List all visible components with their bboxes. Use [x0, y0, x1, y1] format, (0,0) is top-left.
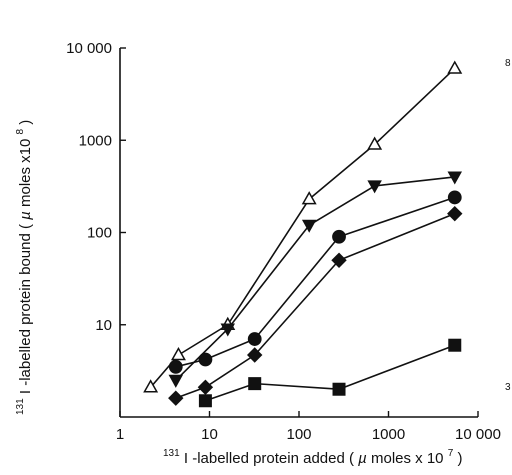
labels-layer: 131 I -labelled protein added ( µ moles … — [10, 58, 511, 467]
series-5 — [198, 338, 462, 408]
filled-square-marker — [248, 377, 262, 391]
x-axis-title-mu: µ — [358, 450, 367, 467]
filled-diamond-marker — [197, 379, 214, 395]
filled-triangle-down-marker — [367, 180, 382, 194]
filled-diamond-marker — [247, 347, 263, 363]
y-axis-title: 131 I -labelled protein bound ( µ moles … — [10, 120, 34, 415]
x-axis-title-close: ) — [457, 450, 462, 467]
filled-square-marker — [448, 338, 462, 352]
series-line — [204, 344, 456, 402]
y-axis-title-unit: moles x10 — [17, 139, 34, 207]
series-3 — [168, 190, 462, 374]
x-tick-label: 1 — [116, 426, 124, 443]
filled-triangle-down-marker — [220, 323, 236, 337]
open-triangle-marker — [367, 136, 383, 150]
filled-circle-marker — [247, 332, 262, 346]
filled-diamond-marker — [331, 252, 347, 268]
x-tick-label: 1000 — [372, 426, 405, 443]
series-4 — [168, 205, 463, 406]
open-triangle-marker — [143, 379, 159, 393]
y-axis-title-close: ) — [17, 120, 34, 125]
filled-triangle-down-marker — [447, 171, 463, 185]
y-tick-label: 10 000 — [66, 40, 112, 57]
x-axis-title-prefix-main: I — [184, 450, 188, 467]
filled-circle-marker — [168, 359, 183, 374]
y-axis-title-main: -labelled protein bound ( — [17, 224, 34, 386]
x-tick-label: 10 — [201, 426, 218, 443]
y-axis-title-prefix-main: I — [17, 390, 34, 394]
series-line — [174, 176, 456, 382]
filled-square-marker — [198, 394, 212, 408]
ticks-layer: 1 10 100 1000 10 000 10 100 1000 10 000 — [66, 40, 501, 443]
series-1 — [143, 60, 463, 393]
filled-diamond-marker — [168, 390, 184, 406]
filled-circle-marker — [447, 190, 462, 205]
x-axis-title: 131 I -labelled protein added ( µ moles … — [163, 443, 462, 467]
series-line — [149, 67, 456, 389]
filled-diamond-marker — [447, 205, 463, 222]
series-line — [174, 196, 456, 368]
y-tick-label: 100 — [87, 225, 112, 242]
series-layer — [143, 60, 463, 408]
y-axis-title-exp: 8 — [15, 128, 26, 134]
x-axis-title-exp: 7 — [448, 448, 454, 459]
x-axis-title-prefix-sup: 131 — [163, 448, 180, 459]
x-tick-label: 100 — [286, 426, 311, 443]
y-axis-title-prefix-sup: 131 — [15, 398, 26, 415]
x-axis-title-unit: moles x 10 — [371, 450, 444, 467]
filled-square-marker — [332, 382, 346, 396]
edge-fragment-bottom: 3 — [505, 382, 511, 393]
open-triangle-marker — [447, 60, 463, 74]
filled-triangle-down-marker — [168, 374, 184, 388]
filled-circle-marker — [198, 352, 213, 367]
series-line — [174, 212, 456, 399]
y-axis-title-mu: µ — [17, 211, 34, 220]
filled-triangle-down-marker — [301, 219, 317, 233]
filled-circle-marker — [332, 229, 346, 244]
x-axis-title-main: -labelled protein added ( — [192, 450, 354, 467]
open-triangle-marker — [170, 346, 186, 361]
series-2 — [168, 171, 463, 388]
open-triangle-marker — [301, 191, 317, 205]
y-tick-label: 1000 — [79, 132, 112, 149]
y-tick-label: 10 — [95, 317, 112, 334]
x-tick-label: 10 000 — [455, 426, 501, 443]
edge-fragment-top: 8 — [505, 58, 511, 69]
